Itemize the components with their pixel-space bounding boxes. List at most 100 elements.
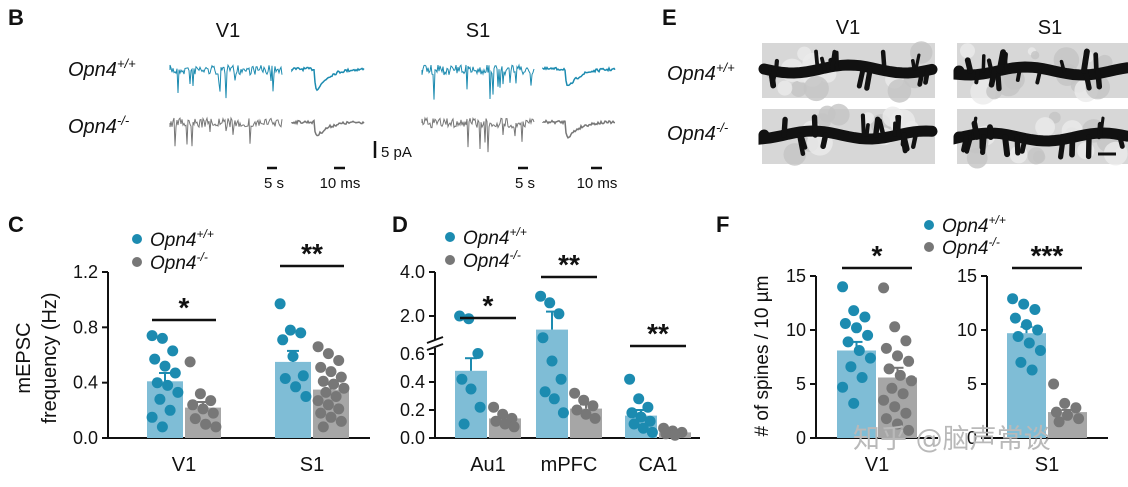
panel-c-data-point <box>322 399 334 411</box>
legend-c-ko-marker <box>132 257 142 267</box>
panel-f-s1-data-point <box>1053 416 1065 428</box>
image-v1-ko-spine <box>799 132 808 150</box>
panel-f-v1-data-point <box>862 329 874 341</box>
panel-f-v1-data-point <box>900 407 912 419</box>
panel-f-s1-sig-marker: *** <box>1031 240 1064 271</box>
image-s1-ko-texture <box>1032 150 1046 164</box>
image-s1-ko-texture <box>1035 117 1055 137</box>
panel-f-v1-y-tick-label: 0 <box>796 428 806 448</box>
image-s1-ko-spine <box>1057 134 1066 160</box>
scale-label-10ms-s1: 10 ms <box>577 175 618 192</box>
panel-f-v1-y-tick-label: 15 <box>786 266 806 286</box>
image-v1-wt-texture <box>910 41 933 64</box>
panel-c-y-tick-label: 1.2 <box>73 262 98 282</box>
image-v1-wt-texture <box>777 80 793 96</box>
panel-c-data-point <box>312 395 324 407</box>
legend-c-wt-label: Opn4+/+ <box>150 227 214 251</box>
panel-d-axis-break-mark <box>426 343 444 351</box>
panel-d-sig-marker: ** <box>647 318 669 349</box>
panel-c-data-point <box>277 334 289 346</box>
image-v1-wt-spine <box>910 58 917 71</box>
legend-c-wt-marker <box>132 234 142 244</box>
legend-c-ko-label: Opn4-/- <box>150 250 208 274</box>
image-s1-wt-spine <box>974 69 980 85</box>
panel-c-data-point <box>315 361 327 373</box>
legend-f-wt-label: Opn4+/+ <box>942 213 1006 237</box>
panel-f-v1-data-point <box>880 413 892 425</box>
panel-d: D 0.0 0.2 0.4 0.6 2.0 4.0 Au1 * mPFC ** CA1 ** <box>392 212 700 476</box>
scale-label-5s-s1: 5 s <box>515 175 535 192</box>
image-s1-wt-spine <box>964 57 974 74</box>
image-v1-wt-spine <box>856 66 866 89</box>
image-s1-wt-spine <box>1080 48 1090 74</box>
image-s1-wt-spine <box>1035 69 1042 85</box>
panel-c-data-point <box>312 341 324 353</box>
image-v1-ko-spine <box>781 116 788 138</box>
panel-d-y-tick-label: 0.6 <box>400 344 425 364</box>
trace-s1-ko-event <box>542 119 616 139</box>
panel-f-v1-data-point <box>856 372 868 383</box>
panel-d-data-point <box>644 415 656 427</box>
image-s1-wt-spine <box>996 49 1007 74</box>
panel-b-region-s1: S1 <box>466 20 490 42</box>
panel-f-v1-data-point <box>842 336 854 348</box>
panel-c-data-point <box>156 421 168 433</box>
panel-d-data-point <box>646 426 658 438</box>
image-v1-wt-spine <box>917 66 926 87</box>
panel-c-letter: C <box>8 212 24 237</box>
image-s1-ko-spine <box>964 134 974 154</box>
panel-d-data-point <box>637 422 649 434</box>
panel-f-y-label: # of spines / 10 µm <box>752 276 773 437</box>
panel-b-row-wt: Opn4+/+ <box>68 56 136 81</box>
panel-c-data-point <box>197 403 209 415</box>
panel-c-y-tick-label: 0.0 <box>73 428 98 448</box>
image-v1-ko-spine <box>811 114 818 138</box>
image-v1-wt-spine <box>814 49 820 71</box>
panel-c-data-point <box>325 366 337 378</box>
panel-d-data-point <box>499 418 511 430</box>
panel-f-v1-category-label: V1 <box>865 454 889 476</box>
image-v1-ko-spine <box>820 132 829 150</box>
panel-d-data-point <box>472 348 484 359</box>
panel-d-data-point <box>589 412 601 424</box>
panel-f-v1-data-point <box>878 394 890 406</box>
panel-c-data-point <box>330 391 342 402</box>
panel-d-data-point <box>537 332 549 344</box>
image-v1-wt-texture <box>803 75 829 102</box>
panel-c-data-point <box>184 356 196 368</box>
image-s1-ko-spine <box>979 134 987 155</box>
panel-f-s1-data-point <box>1062 409 1073 421</box>
panel-f-s1-y-tick-label: 15 <box>957 266 977 286</box>
panel-f-s1-data-point <box>1050 406 1062 418</box>
image-v1-wt-spine <box>829 49 837 72</box>
panel-f-v1-bar-v1-wt <box>837 350 876 438</box>
panel-c-data-point <box>328 378 340 390</box>
panel-d-data-point <box>569 387 581 399</box>
panel-d-data-point <box>571 404 583 416</box>
panel-f-s1-y-tick-label: 5 <box>967 374 977 394</box>
panel-c-sig-marker: ** <box>301 238 323 269</box>
image-s1-wt-spine <box>988 68 998 88</box>
trace-v1-ko-long <box>169 116 283 147</box>
panel-d-y-tick-label: 2.0 <box>400 306 425 326</box>
panel-c-data-point <box>210 421 222 433</box>
legend-d-wt-marker <box>445 232 455 242</box>
image-v1-wt-spine <box>914 53 921 71</box>
panel-d-data-point <box>535 290 547 302</box>
image-s1-wt-spine <box>1093 52 1099 74</box>
trace-s1-ko-long <box>421 116 535 153</box>
panel-f-s1-data-point <box>1029 304 1041 315</box>
panel-d-data-point <box>474 401 486 413</box>
panel-d-data-point <box>456 373 468 385</box>
panel-f-v1-data-point <box>839 318 851 329</box>
image-s1-wt-spine <box>1082 68 1092 91</box>
panel-d-data-point <box>587 400 599 412</box>
panel-d-data-point <box>580 408 592 420</box>
panel-f-v1-data-point <box>859 311 871 323</box>
image-s1-wt-texture <box>1053 47 1080 73</box>
panel-d-data-point <box>488 401 500 413</box>
image-s1-ko-spine <box>971 120 980 140</box>
panel-c-data-point <box>335 415 347 427</box>
panel-d-data-point <box>458 418 470 430</box>
